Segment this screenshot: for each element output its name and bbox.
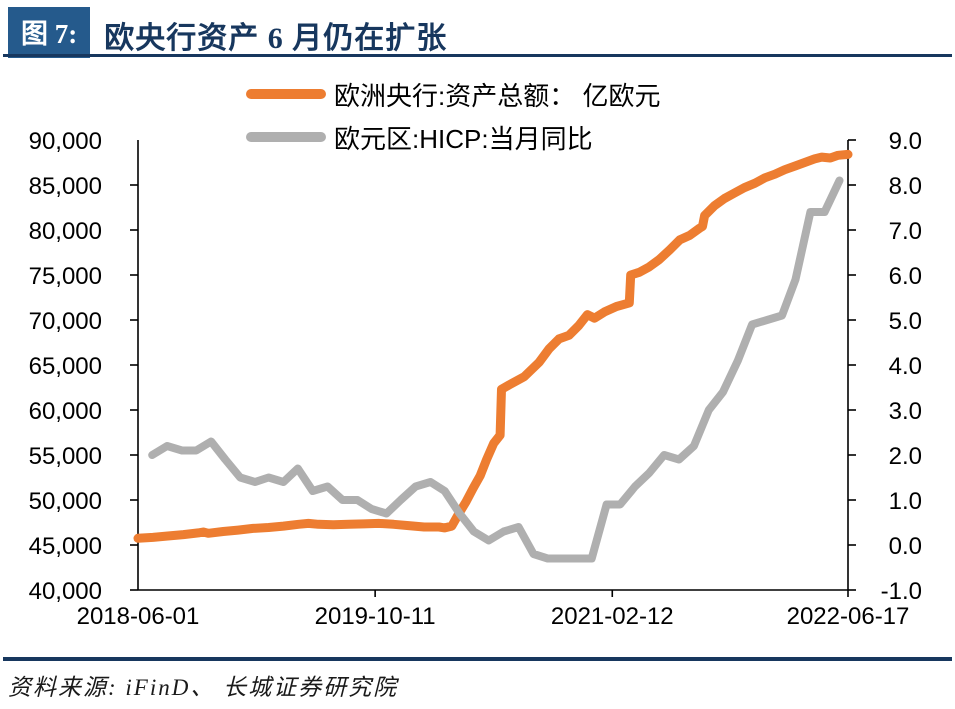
y-axis-right-tick-label: 2.0	[889, 443, 922, 470]
y-axis-left-tick-label: 65,000	[29, 353, 102, 380]
hicp-line-swatch	[246, 132, 326, 142]
y-axis-left-tick-label: 85,000	[29, 173, 102, 200]
y-axis-left-tick-label: 50,000	[29, 488, 102, 515]
y-axis-right-tick-label: 5.0	[889, 308, 922, 335]
y-axis-right-tick-label: 4.0	[889, 353, 922, 380]
legend-item-assets: 欧洲央行:资产总额： 亿欧元	[246, 78, 661, 111]
figure-title: 欧央行资产 6 月仍在扩张	[104, 21, 448, 55]
legend-label-assets: 欧洲央行:资产总额： 亿欧元	[334, 80, 661, 111]
hicp-series-line	[148, 176, 844, 563]
x-axis: 2018-06-01 2019-10-11 2021-02-12 2022-06-17	[77, 590, 910, 630]
y-axis-left-tick-label: 40,000	[29, 578, 102, 605]
x-axis-tick-label: 2022-06-17	[787, 603, 910, 630]
y-axis-left-tick-label: 45,000	[29, 533, 102, 560]
header-divider	[3, 54, 952, 57]
y-axis-right-tick-label: 8.0	[889, 173, 922, 200]
y-axis-right-tick-label: 7.0	[889, 218, 922, 245]
source-note: 资料来源: iFinD、 长城证券研究院	[8, 675, 399, 700]
y-axis-left-tick-label: 90,000	[29, 128, 102, 155]
y-axis-left-tick-label: 60,000	[29, 398, 102, 425]
figure-number-label: 图 7:	[21, 19, 78, 49]
y-axis-left-tick-label: 70,000	[29, 308, 102, 335]
x-axis-tick-label: 2021-02-12	[551, 603, 674, 630]
chart-legend: 欧洲央行:资产总额： 亿欧元 欧元区:HICP:当月同比	[246, 78, 660, 164]
legend-label-hicp: 欧元区:HICP:当月同比	[334, 123, 593, 154]
assets-series-line	[133, 149, 853, 543]
legend-item-hicp: 欧元区:HICP:当月同比	[246, 121, 660, 154]
x-axis-tick-label: 2019-10-11	[315, 603, 436, 630]
y-axis-right-tick-label: 0.0	[889, 533, 922, 560]
y-axis-right-tick-label: 1.0	[889, 488, 922, 515]
y-axis-right-tick-label: 6.0	[889, 263, 922, 290]
y-axis-right-tick-label: 3.0	[889, 398, 922, 425]
y-axis-left: 90,000 85,000 80,000 75,000 70,000 65,000 60,0…	[29, 128, 138, 605]
y-axis-left-tick-label: 80,000	[29, 218, 102, 245]
figure-number-box: 图 7:	[8, 7, 91, 58]
y-axis-left-tick-label: 75,000	[29, 263, 102, 290]
y-axis-left-tick-label: 55,000	[29, 443, 102, 470]
y-axis-right: 9.0 8.0 7.0 6.0 5.0 4.0 3.0 2.0 1.0 0.0 -1.0	[848, 128, 922, 605]
x-axis-tick-label: 2018-06-01	[77, 603, 200, 630]
y-axis-right-tick-label: 9.0	[889, 128, 922, 155]
axes	[137, 140, 849, 591]
footer-divider	[3, 657, 952, 661]
figure-header: 图 7: 欧央行资产 6 月仍在扩张	[8, 7, 447, 58]
assets-line-swatch	[246, 89, 326, 99]
y-axis-right-tick-label: -1.0	[881, 578, 922, 605]
